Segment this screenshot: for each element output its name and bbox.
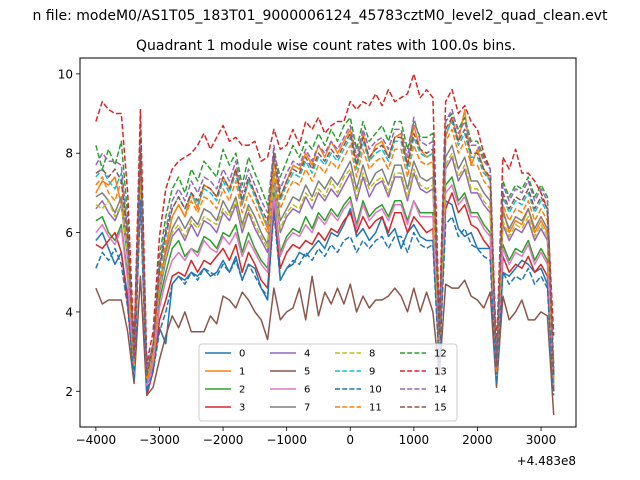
series-line-10 [95, 200, 555, 396]
legend-label-12: 12 [434, 349, 447, 360]
legend-label-0: 0 [239, 349, 245, 360]
legend-label-8: 8 [369, 349, 375, 360]
plot-area-frame [79, 57, 577, 428]
series-line-11 [95, 128, 555, 381]
y-tick-label: 10 [58, 67, 73, 81]
y-tick-label: 8 [65, 147, 73, 161]
series-line-15 [95, 116, 555, 377]
series-line-7 [95, 144, 555, 380]
legend-label-9: 9 [369, 367, 375, 378]
series-line-12 [95, 112, 555, 369]
x-tick-label: −2000 [203, 433, 244, 447]
x-tick-label: −1000 [266, 433, 307, 447]
legend-label-3: 3 [239, 403, 245, 414]
legend-label-13: 13 [434, 367, 447, 378]
series-line-0 [95, 184, 555, 392]
x-tick-label: 2000 [462, 433, 493, 447]
series-line-2 [95, 176, 555, 389]
series-line-6 [95, 180, 555, 389]
x-tick-label: −3000 [139, 433, 180, 447]
series-line-4 [95, 156, 555, 384]
series-line-8 [95, 152, 555, 384]
y-tick-label: 4 [65, 305, 73, 319]
x-tick-label: 1000 [399, 433, 430, 447]
legend-label-14: 14 [434, 385, 447, 396]
series-line-13 [95, 73, 555, 365]
series-layer [95, 73, 555, 416]
legend-label-10: 10 [369, 385, 382, 396]
series-line-9 [95, 120, 555, 377]
legend-label-15: 15 [434, 403, 447, 414]
series-line-14 [95, 108, 555, 373]
legend-frame [198, 343, 458, 422]
chart-title: Quadrant 1 module wise count rates with … [136, 38, 516, 54]
series-line-3 [95, 192, 555, 397]
x-tick-label: 3000 [526, 433, 557, 447]
x-tick-label: 0 [346, 433, 354, 447]
legend-label-4: 4 [304, 349, 310, 360]
legend-label-1: 1 [239, 367, 245, 378]
figure-title: n file: modeM0/AS1T05_183T01_9000006124_… [32, 8, 608, 24]
x-tick-label: −4000 [76, 433, 117, 447]
legend-label-6: 6 [304, 385, 310, 396]
legend-label-5: 5 [304, 367, 310, 378]
series-line-5 [95, 275, 555, 416]
y-tick-label: 2 [65, 385, 73, 399]
y-tick-label: 6 [65, 226, 73, 240]
legend-label-7: 7 [304, 403, 310, 414]
x-offset-label: +4.483e8 [517, 454, 576, 468]
legend-label-2: 2 [239, 385, 245, 396]
legend-label-11: 11 [369, 403, 382, 414]
